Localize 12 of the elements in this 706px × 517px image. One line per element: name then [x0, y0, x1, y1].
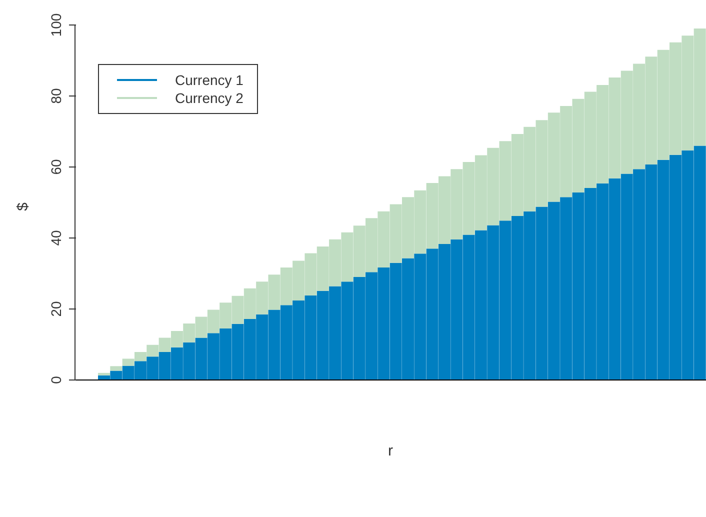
legend-label: Currency 2	[175, 90, 244, 106]
y-tick-label: 100	[48, 13, 64, 37]
y-tick-label: 20	[48, 301, 64, 317]
bar	[110, 366, 122, 371]
x-axis-title: r	[388, 442, 393, 460]
y-tick-label: 0	[48, 376, 64, 384]
y-tick-label: 80	[48, 88, 64, 104]
legend-label: Currency 1	[175, 72, 244, 88]
y-tick-label: 60	[48, 159, 64, 175]
y-tick-label: 40	[48, 230, 64, 246]
bar	[98, 372, 110, 376]
y-axis-title: $	[14, 202, 32, 211]
